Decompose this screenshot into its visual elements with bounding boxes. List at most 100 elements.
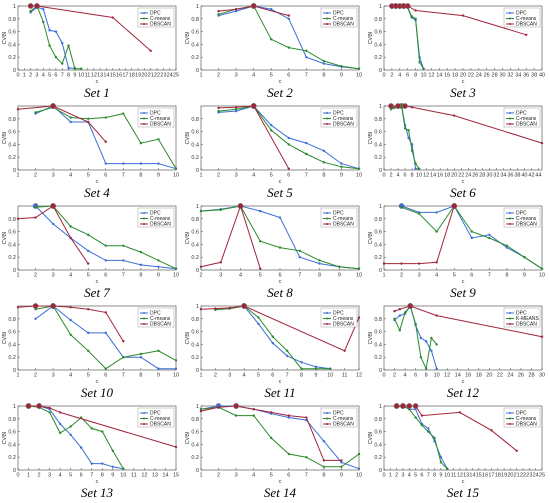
data-point xyxy=(322,459,326,462)
legend-marker xyxy=(509,212,511,214)
data-point xyxy=(414,9,417,12)
x-tick-label: 9 xyxy=(439,473,442,479)
x-tick-label: 5 xyxy=(259,273,262,279)
data-point xyxy=(393,106,396,110)
legend-label: DBSCAN xyxy=(150,322,171,328)
x-tick-label: 3 xyxy=(235,473,238,479)
legend-marker xyxy=(143,317,145,320)
panel-caption: Set 5 xyxy=(267,185,293,200)
x-tick-label: 1 xyxy=(16,373,19,379)
x-tick-label: 6 xyxy=(278,273,281,279)
legend-label: DBSCAN xyxy=(150,422,171,428)
legend-label: C-means xyxy=(150,216,171,222)
x-tick-label: 12 xyxy=(423,173,429,179)
y-axis-label: CVBI xyxy=(2,331,8,344)
series-line xyxy=(28,405,124,470)
data-point xyxy=(139,141,143,145)
x-tick-label: 10 xyxy=(444,473,450,479)
x-tick-label: 24 xyxy=(476,73,482,79)
data-point xyxy=(357,467,361,470)
legend-marker xyxy=(326,417,328,420)
x-tick-label: 4 xyxy=(59,473,62,479)
data-point xyxy=(234,414,238,417)
x-tick-label: 8 xyxy=(139,373,142,379)
data-point xyxy=(111,449,115,452)
data-point xyxy=(139,263,143,267)
x-tick-label: 1 xyxy=(27,473,30,479)
legend-marker xyxy=(143,112,145,114)
data-point xyxy=(27,3,34,9)
y-tick-label: 0.8 xyxy=(191,317,199,323)
y-axis-label: CVBI xyxy=(185,31,191,44)
data-point xyxy=(54,30,58,33)
x-axis-label: c xyxy=(96,379,99,385)
x-tick-label: 1 xyxy=(16,273,19,279)
data-point xyxy=(414,167,417,170)
x-tick-label: 28 xyxy=(492,73,498,79)
panel-caption: Set 11 xyxy=(264,385,295,400)
data-point xyxy=(157,367,160,370)
y-tick-label: 0.8 xyxy=(374,417,382,423)
data-point xyxy=(343,349,346,352)
data-point xyxy=(403,127,407,130)
legend-label: DPC xyxy=(333,411,344,417)
x-tick-label: 4 xyxy=(404,373,407,379)
data-point xyxy=(69,425,72,428)
x-tick-label: 38 xyxy=(531,73,537,79)
x-tick-label: 5 xyxy=(87,173,90,179)
data-point xyxy=(300,361,303,364)
x-tick-label: 10 xyxy=(120,473,126,479)
x-tick-label: 4 xyxy=(69,173,72,179)
x-tick-label: 12 xyxy=(141,473,147,479)
data-point xyxy=(111,465,115,468)
data-point xyxy=(393,403,400,409)
x-tick-label: 8 xyxy=(414,73,417,79)
y-tick-label: 0.8 xyxy=(191,417,199,423)
data-point xyxy=(525,33,528,36)
x-tick-label: 30 xyxy=(486,173,492,179)
x-tick-label: 9 xyxy=(157,373,160,379)
panel-caption: Set 2 xyxy=(267,85,293,100)
y-tick-label: 0 xyxy=(379,468,382,474)
data-point xyxy=(420,414,424,417)
x-tick-label: 21 xyxy=(148,73,154,79)
x-tick-label: 9 xyxy=(73,73,76,79)
data-point xyxy=(234,108,238,111)
x-tick-label: 8 xyxy=(318,273,321,279)
x-axis-label: c xyxy=(462,379,465,385)
y-tick-label: 0.8 xyxy=(191,117,199,123)
x-tick-label: 36 xyxy=(523,73,529,79)
x-axis-label: c xyxy=(279,179,282,185)
legend-marker xyxy=(509,23,511,25)
data-point xyxy=(340,461,343,464)
data-point xyxy=(322,149,326,152)
legend-label: DBSCAN xyxy=(516,122,537,128)
data-point xyxy=(16,217,20,220)
data-point xyxy=(435,261,438,264)
x-tick-label: 9 xyxy=(338,273,341,279)
x-tick-label: 3 xyxy=(219,273,222,279)
data-point xyxy=(61,62,64,65)
data-point xyxy=(199,409,203,413)
data-point xyxy=(69,120,72,124)
data-point xyxy=(488,236,491,240)
data-point xyxy=(259,267,262,270)
data-point xyxy=(490,429,493,432)
data-point xyxy=(214,307,217,310)
data-point xyxy=(104,140,107,144)
x-tick-label: 11 xyxy=(131,473,137,479)
x-tick-label: 14 xyxy=(469,473,475,479)
x-tick-label: 5 xyxy=(87,273,90,279)
data-point xyxy=(87,349,90,352)
data-point xyxy=(305,456,308,459)
x-tick-label: 14 xyxy=(103,73,109,79)
data-point xyxy=(430,336,433,340)
x-tick-label: 19 xyxy=(501,473,507,479)
y-tick-label: 0 xyxy=(13,68,16,74)
x-tick-label: 4 xyxy=(243,373,246,379)
data-point xyxy=(219,261,222,264)
data-point xyxy=(87,262,90,265)
x-tick-label: 5 xyxy=(48,73,51,79)
legend-label: C-means xyxy=(516,416,537,422)
x-tick-label: 4 xyxy=(69,373,72,379)
